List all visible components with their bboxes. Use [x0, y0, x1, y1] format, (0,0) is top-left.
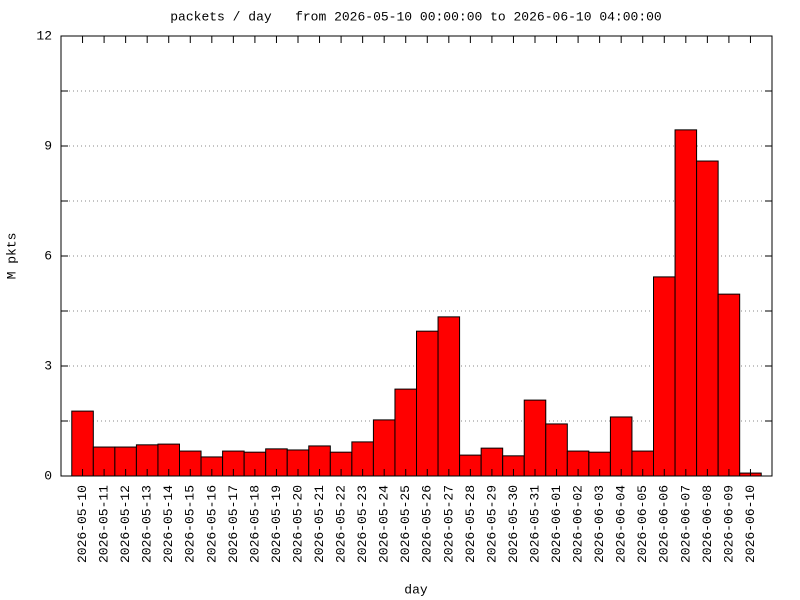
x-tick-label: 2026-05-10 [75, 485, 90, 563]
bar [545, 423, 568, 477]
bar [609, 416, 633, 477]
chart-title: packets / day from 2026-05-10 00:00:00 t… [170, 9, 661, 24]
y-tick-label: 6 [44, 248, 52, 263]
x-tick-label: 2026-05-26 [420, 485, 435, 563]
x-tick-label: 2026-05-23 [355, 485, 370, 563]
bar [674, 129, 698, 477]
bar [717, 293, 741, 477]
plot-border [60, 35, 773, 477]
bar [394, 388, 418, 477]
x-tick-label: 2026-05-13 [140, 485, 155, 563]
x-tick-label: 2026-05-22 [334, 485, 349, 563]
x-tick-label: 2026-06-10 [743, 485, 758, 563]
x-tick-label: 2026-05-21 [312, 485, 327, 563]
x-tick-label: 2026-05-15 [183, 485, 198, 563]
x-tick-label: 2026-05-12 [118, 485, 133, 563]
y-tick-label: 0 [44, 468, 52, 483]
bar [372, 419, 396, 477]
x-tick-label: 2026-05-27 [441, 485, 456, 563]
x-tick-label: 2026-05-16 [204, 485, 219, 563]
x-tick-label: 2026-06-06 [657, 485, 672, 563]
x-tick-label: 2026-06-04 [614, 485, 629, 563]
bar [653, 276, 676, 477]
y-axis-label: M pkts [4, 233, 19, 280]
x-axis-label: day [404, 582, 428, 597]
x-tick-label: 2026-06-05 [635, 485, 650, 563]
x-tick-label: 2026-05-20 [290, 485, 305, 563]
x-tick-label: 2026-06-03 [592, 485, 607, 563]
x-tick-label: 2026-05-31 [527, 485, 542, 563]
bar [437, 316, 461, 477]
x-tick-label: 2026-05-18 [247, 485, 262, 563]
x-tick-label: 2026-06-02 [571, 485, 586, 563]
y-tick-label: 12 [36, 28, 52, 43]
x-tick-label: 2026-05-25 [398, 485, 413, 563]
bar [523, 399, 547, 477]
x-tick-label: 2026-05-24 [377, 485, 392, 563]
x-tick-label: 2026-05-29 [484, 485, 499, 563]
x-tick-label: 2026-06-01 [549, 485, 564, 563]
x-tick-label: 2026-05-11 [97, 485, 112, 563]
x-tick-label: 2026-05-28 [463, 485, 478, 563]
y-tick-label: 9 [44, 138, 52, 153]
x-tick-label: 2026-05-30 [506, 485, 521, 563]
x-tick-label: 2026-06-08 [700, 485, 715, 563]
x-tick-label: 2026-05-14 [161, 485, 176, 563]
bar [696, 160, 719, 477]
bar [416, 330, 439, 477]
x-tick-label: 2026-06-07 [678, 485, 693, 563]
x-tick-label: 2026-05-19 [269, 485, 284, 563]
x-tick-label: 2026-05-17 [226, 485, 241, 563]
y-tick-label: 3 [44, 358, 52, 373]
bar [71, 410, 94, 477]
x-tick-label: 2026-06-09 [721, 485, 736, 563]
